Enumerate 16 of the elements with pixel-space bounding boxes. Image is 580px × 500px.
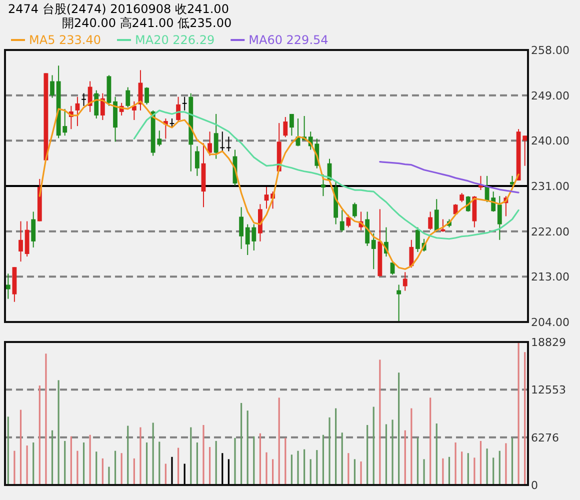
y-tick-label: 18829	[531, 336, 566, 349]
legend-label: MA20 226.29	[135, 33, 215, 47]
chart-subtitle: 開240.00 高241.00 低235.00	[62, 16, 232, 30]
chart-title: 2474 台股(2474) 20160908 收241.00	[8, 2, 229, 16]
y-tick-label: 12553	[531, 384, 566, 397]
y-tick-label: 213.00	[531, 270, 570, 284]
y-tick-label: 231.00	[531, 180, 570, 193]
y-tick-label: 0	[531, 479, 538, 492]
legend-label: MA5 233.40	[29, 33, 101, 47]
y-tick-label: 249.00	[531, 89, 570, 102]
y-tick-label: 6276	[531, 431, 559, 444]
y-tick-label: 240.00	[531, 134, 570, 148]
y-tick-label: 222.00	[531, 225, 570, 238]
legend-label: MA60 229.54	[248, 33, 328, 47]
y-tick-label: 258.00	[531, 44, 570, 57]
y-tick-label: 204.00	[531, 316, 570, 329]
